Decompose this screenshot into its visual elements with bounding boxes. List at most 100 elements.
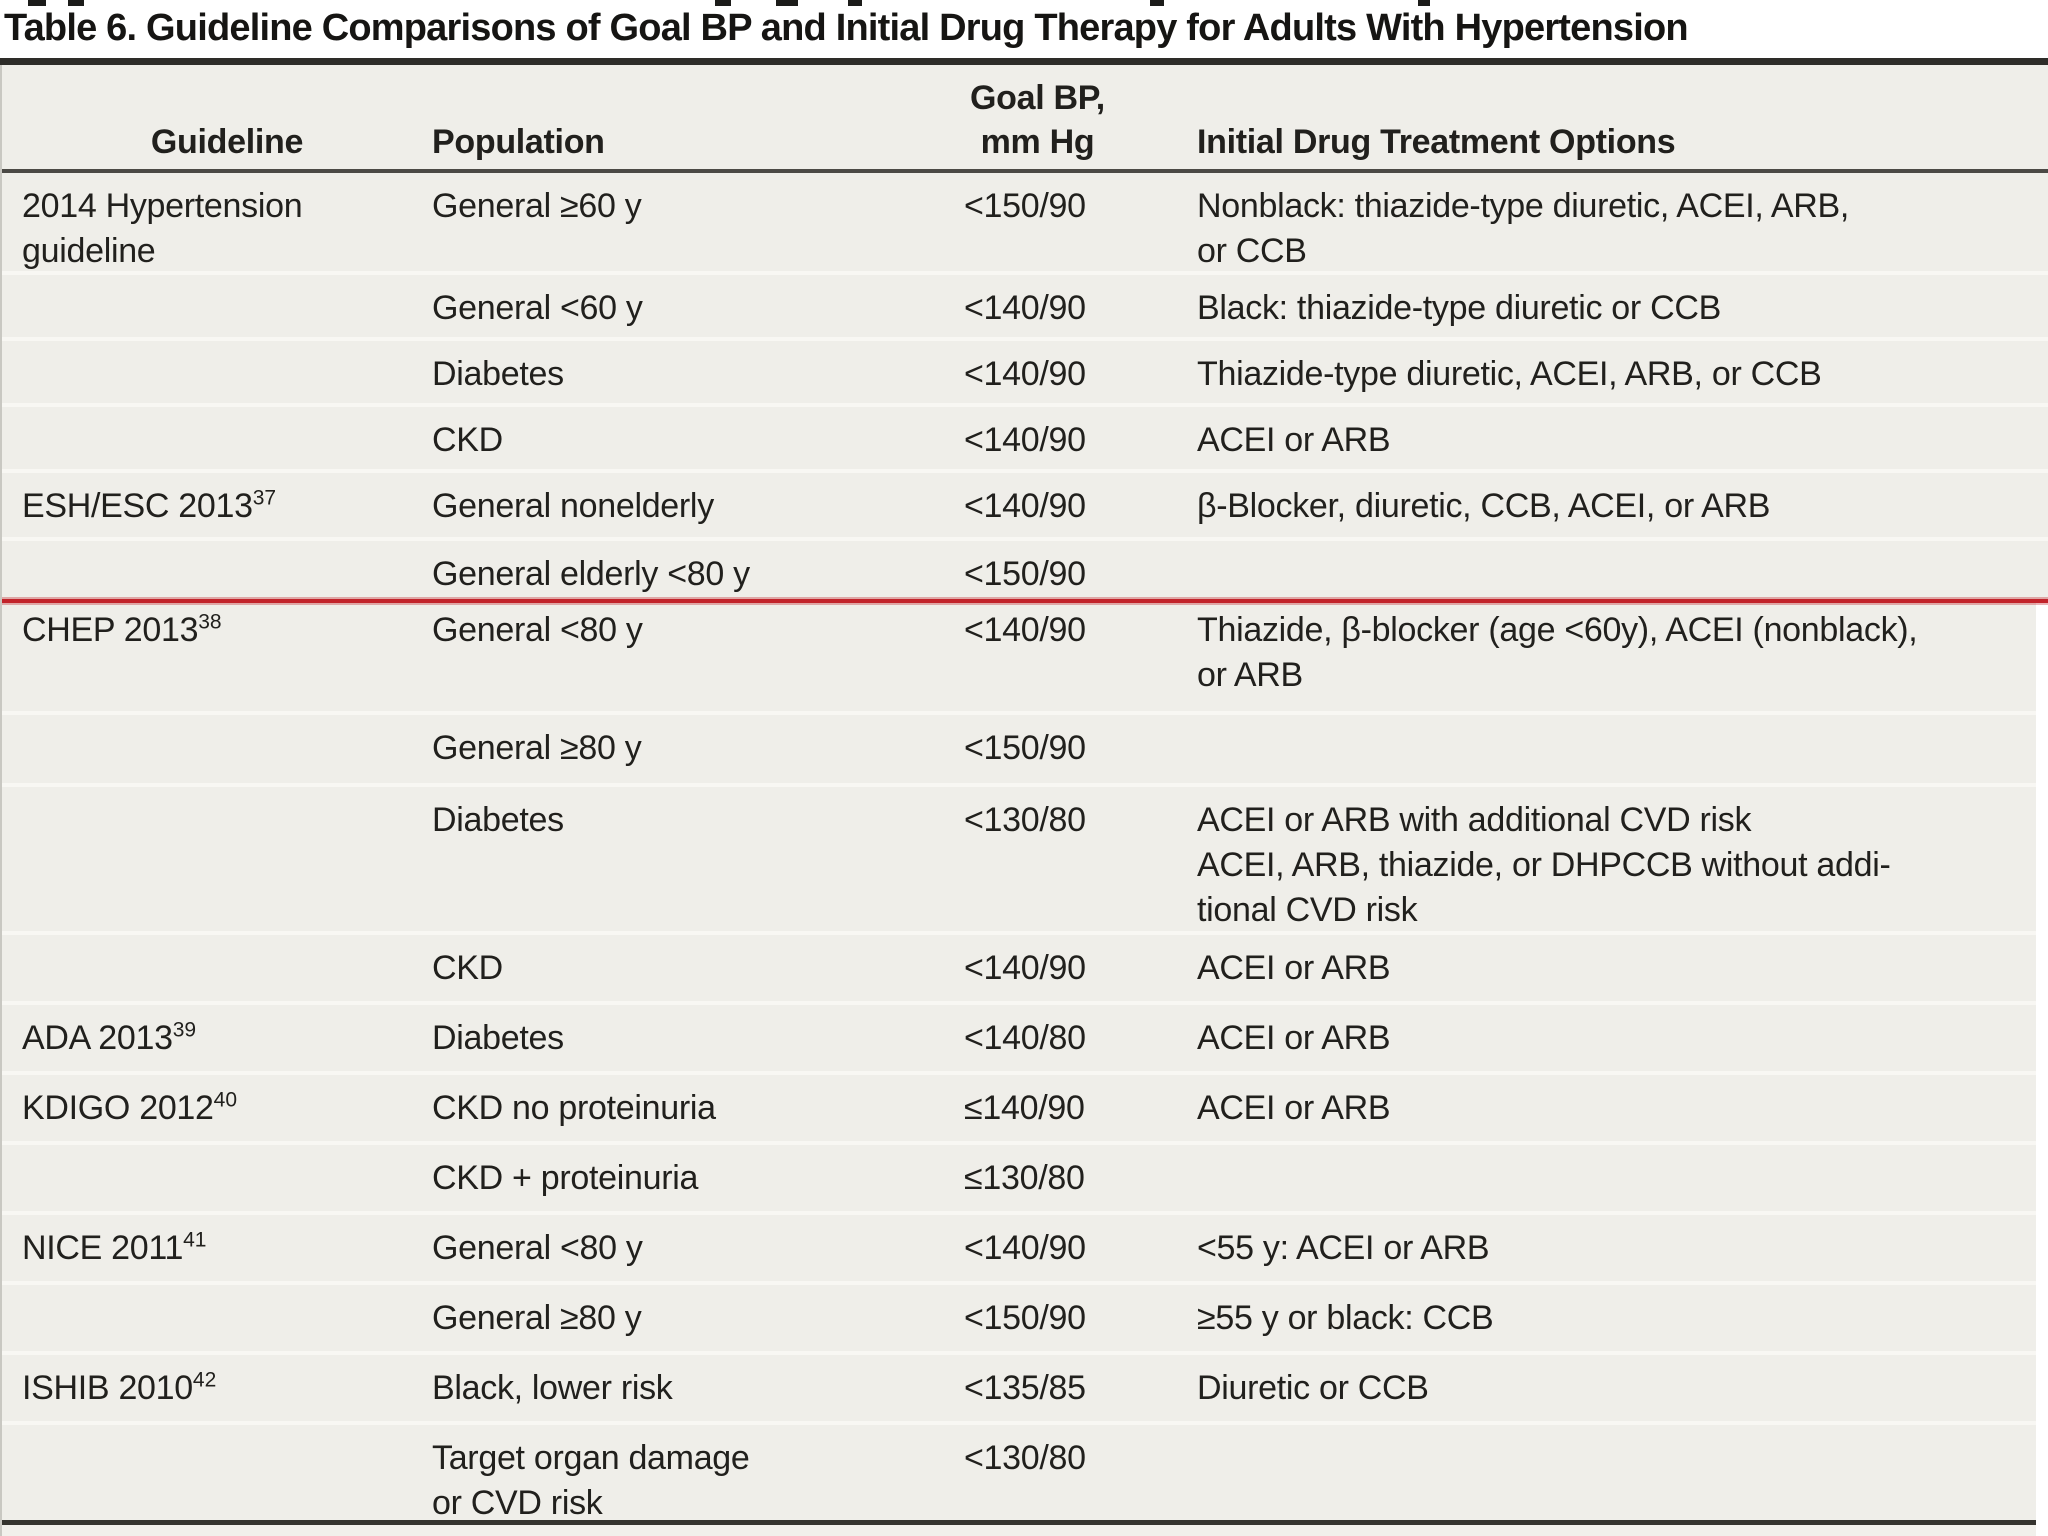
top-edge-artifact [28, 0, 46, 6]
reference-superscript: 40 [213, 1088, 238, 1112]
top-edge-artifact [776, 0, 798, 6]
goal-bp-cell: <140/90 [964, 949, 1086, 987]
guideline-cell: ESH/ESC 201337 [22, 486, 277, 525]
population-cell: Diabetes [432, 1019, 564, 1057]
treatment-cell [1197, 715, 2048, 783]
column-header-population: Population [432, 123, 605, 161]
goal-bp-cell: <135/85 [964, 1369, 1086, 1407]
goal-bp-cell: <150/90 [964, 1299, 1086, 1337]
table-row: General <60 y <140/90 Black: thiazide-type… [2, 271, 2048, 337]
table-bottom-rule [2, 1520, 2038, 1525]
treatment-cell: ACEI or ARB with additional CVD risk ACE… [1197, 801, 1891, 929]
goal-bp-cell: <140/90 [964, 487, 1086, 525]
goal-bp-cell: <150/90 [964, 729, 1086, 767]
top-edge-artifact [68, 0, 84, 6]
treatment-cell [1197, 541, 2048, 597]
table-row: General ≥80 y <150/90 ≥55 y or black: CCB [2, 1281, 2048, 1351]
below-rule-strip [2, 1524, 2048, 1536]
table-header-row: Guideline Population Goal BP, mm Hg Init… [2, 65, 2048, 173]
population-cell: CKD + proteinuria [432, 1159, 699, 1197]
guideline-cell [22, 1285, 432, 1351]
column-header-guideline: Guideline [150, 123, 304, 161]
population-cell: General <60 y [432, 289, 643, 327]
population-cell: CKD [432, 421, 503, 459]
goal-bp-header-line1: Goal BP, [970, 79, 1105, 117]
treatment-cell: ≥55 y or black: CCB [1197, 1299, 1494, 1337]
guideline-cell [22, 541, 432, 597]
population-cell: General nonelderly [432, 487, 714, 525]
treatment-cell: ACEI or ARB [1197, 1089, 1391, 1127]
reference-superscript: 39 [172, 1018, 197, 1042]
table-row: Diabetes <140/90 Thiazide-type diuretic, A… [2, 337, 2048, 403]
table-row: CHEP 201338 General <80 y <140/90 Thiazide,… [2, 597, 2048, 711]
top-edge-artifact [715, 0, 731, 6]
guideline-cell [22, 935, 432, 1001]
treatment-cell: Nonblack: thiazide-type diuretic, ACEI, … [1197, 187, 1850, 270]
table-row: CKD <140/90 ACEI or ARB [2, 403, 2048, 469]
population-cell: General ≥80 y [432, 1299, 642, 1337]
top-edge-artifact [1150, 0, 1164, 6]
column-header-treatment: Initial Drug Treatment Options [1197, 123, 1676, 161]
reference-superscript: 38 [198, 610, 222, 634]
treatment-cell: ACEI or ARB [1197, 949, 1391, 987]
guideline-cell: ADA 201339 [22, 1018, 197, 1057]
goal-bp-cell: <140/90 [964, 1229, 1086, 1267]
goal-bp-cell: ≤140/90 [964, 1089, 1085, 1127]
treatment-cell: Diuretic or CCB [1197, 1369, 1429, 1407]
treatment-cell: Black: thiazide-type diuretic or CCB [1197, 289, 1721, 327]
guideline-cell [22, 275, 432, 337]
table-row: ESH/ESC 201337 General nonelderly <140/90 β… [2, 469, 2048, 537]
guideline-comparison-table: Guideline Population Goal BP, mm Hg Init… [0, 65, 2048, 1536]
guideline-cell [22, 341, 432, 403]
population-cell: General elderly <80 y [432, 555, 750, 593]
red-divider-line [2, 599, 2048, 603]
guideline-cell: KDIGO 201240 [22, 1088, 238, 1127]
population-cell: Diabetes [432, 801, 564, 839]
treatment-cell: ACEI or ARB [1197, 1019, 1391, 1057]
table-row: Target organ damage or CVD risk <130/80 [2, 1421, 2048, 1522]
goal-bp-cell: <140/90 [964, 421, 1086, 459]
goal-bp-cell: <140/90 [964, 355, 1086, 393]
population-cell: Diabetes [432, 355, 564, 393]
table-body: 2014 Hypertension guideline General ≥60 y… [2, 173, 2048, 1522]
goal-bp-cell: <140/90 [964, 289, 1086, 327]
population-cell: General ≥60 y [432, 187, 642, 225]
reference-superscript: 42 [192, 1368, 217, 1392]
treatment-cell: ACEI or ARB [1197, 421, 1391, 459]
goal-bp-cell: <140/80 [964, 1019, 1086, 1057]
table-row: Diabetes <130/80 ACEI or ARB with addition… [2, 783, 2048, 931]
population-cell: CKD no proteinuria [432, 1089, 716, 1127]
goal-bp-cell: <150/90 [964, 187, 1086, 225]
table-row: ADA 201339 Diabetes <140/80 ACEI or ARB [2, 1001, 2048, 1071]
table-row: ISHIB 201042 Black, lower risk <135/85 Diur… [2, 1351, 2048, 1421]
table-row: KDIGO 201240 CKD no proteinuria ≤140/90 ACE… [2, 1071, 2048, 1141]
guideline-cell: 2014 Hypertension guideline [22, 187, 303, 270]
guideline-cell [22, 787, 432, 933]
table-row: General ≥80 y <150/90 [2, 711, 2048, 783]
table-row: NICE 201141 General <80 y <140/90 <55 y: AC… [2, 1211, 2048, 1281]
population-cell: General <80 y [432, 611, 643, 649]
title-rule [0, 58, 2048, 65]
goal-bp-cell: <130/80 [964, 801, 1086, 839]
right-page-margin [2036, 603, 2048, 1536]
treatment-cell [1197, 1145, 2048, 1211]
guideline-cell [22, 1425, 432, 1526]
table-row: CKD <140/90 ACEI or ARB [2, 931, 2048, 1001]
guideline-cell: NICE 201141 [22, 1228, 207, 1267]
population-cell: General ≥80 y [432, 729, 642, 767]
table-row: 2014 Hypertension guideline General ≥60 y… [2, 173, 2048, 271]
table-row: CKD + proteinuria ≤130/80 [2, 1141, 2048, 1211]
population-cell: CKD [432, 949, 503, 987]
goal-bp-header-line2: mm Hg [980, 123, 1095, 161]
treatment-cell: β-Blocker, diuretic, CCB, ACEI, or ARB [1197, 487, 1771, 525]
treatment-cell: <55 y: ACEI or ARB [1197, 1229, 1490, 1267]
guideline-cell: CHEP 201338 [22, 610, 222, 649]
guideline-cell [22, 1145, 432, 1211]
population-cell: Black, lower risk [432, 1369, 673, 1407]
column-header-goal-bp: Goal BP, mm Hg [952, 76, 1197, 169]
top-edge-artifact [848, 0, 862, 6]
treatment-cell: Thiazide-type diuretic, ACEI, ARB, or CC… [1197, 355, 1822, 393]
goal-bp-cell: <130/80 [964, 1439, 1086, 1477]
reference-superscript: 37 [252, 486, 277, 510]
